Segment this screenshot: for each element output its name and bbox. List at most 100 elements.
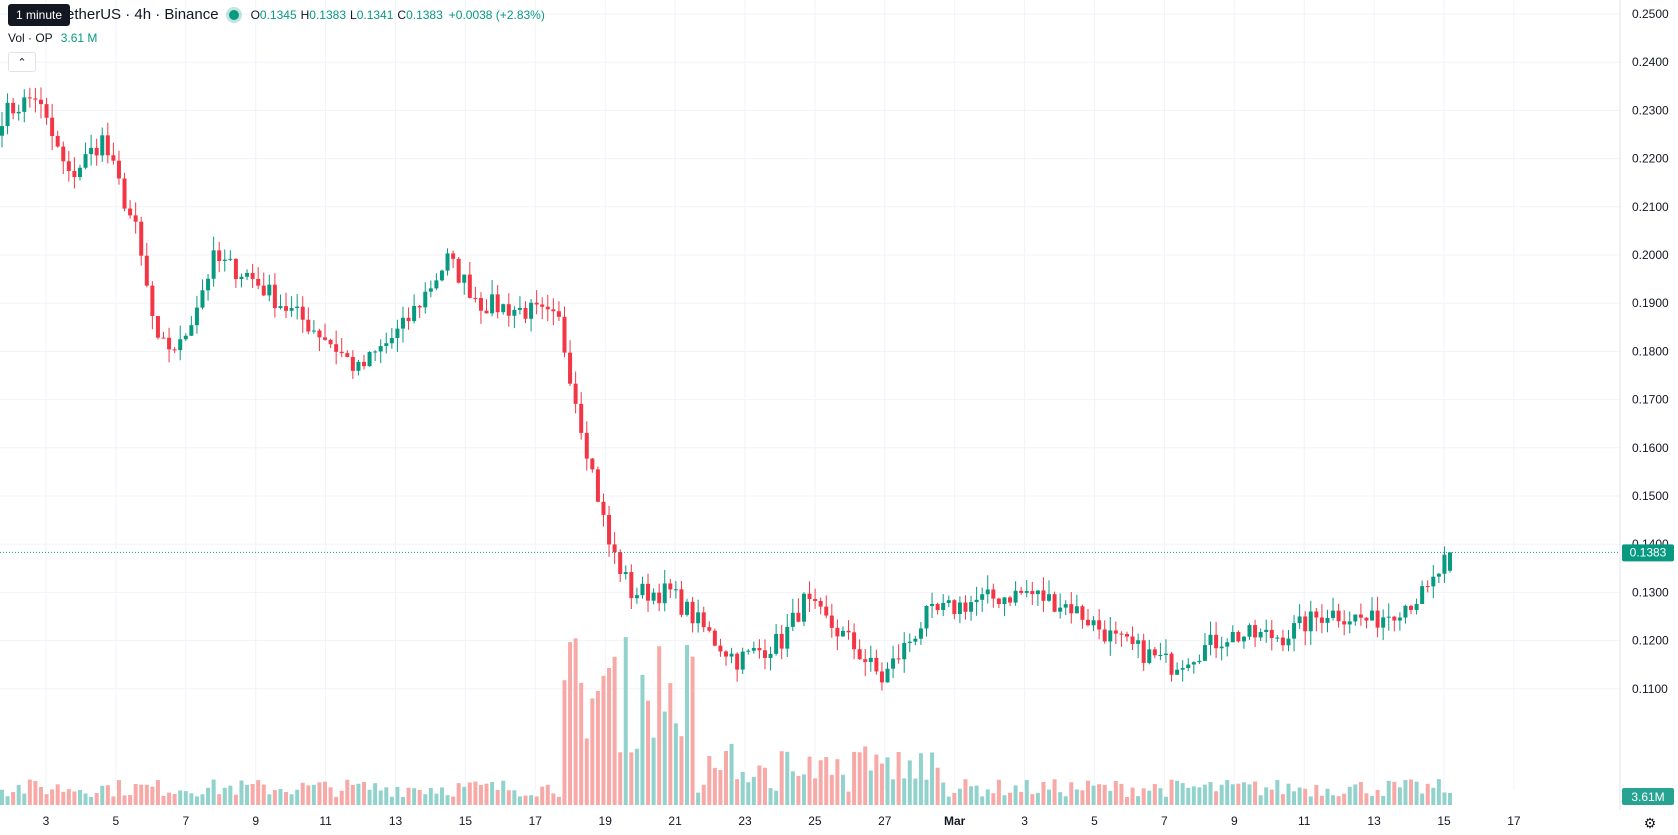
candle-body <box>1186 664 1191 669</box>
symbol-legend[interactable]: etherUS · 4h · Binance O 0.1345 H 0.1383 L… <box>8 6 545 23</box>
volume-bar <box>629 752 634 805</box>
low-value: 0.1341 <box>356 7 394 22</box>
candle-body <box>824 606 829 616</box>
volume-bar <box>22 793 27 805</box>
volume-bar <box>779 751 784 805</box>
candle-body <box>1342 621 1347 625</box>
volume-legend[interactable]: Vol · OP 3.61 M <box>8 31 97 45</box>
price-tick-label: 0.1500 <box>1632 489 1669 503</box>
volume-bar <box>690 656 695 805</box>
candle-body <box>601 501 606 515</box>
candle-body <box>668 583 673 590</box>
candle-body <box>55 135 60 147</box>
volume-bar <box>1035 792 1040 805</box>
time-tick-label: 3 <box>1021 814 1028 828</box>
volume-bar <box>930 752 935 805</box>
volume-bar <box>1158 788 1163 805</box>
volume-bar <box>11 792 16 805</box>
candle-body <box>417 305 422 308</box>
volume-bar <box>1297 787 1302 805</box>
volume-bar <box>1392 781 1397 805</box>
volume-bar <box>128 795 133 805</box>
volume-bar <box>206 787 211 805</box>
volume-bar <box>1214 791 1219 805</box>
volume-bar <box>1258 795 1263 805</box>
candle-body <box>1113 630 1118 634</box>
candle-body <box>779 633 784 649</box>
chart-settings-icon[interactable]: ⚙ <box>1643 815 1657 831</box>
candle-body <box>534 302 539 305</box>
candle-body <box>529 302 534 319</box>
volume-bar <box>55 784 60 805</box>
volume-bar <box>473 781 478 805</box>
candle-body <box>395 328 400 339</box>
candle-body <box>27 97 32 99</box>
volume-bar <box>651 737 656 805</box>
volume-bar <box>362 782 366 805</box>
volume-bar <box>885 757 890 805</box>
volume-bar <box>183 791 188 805</box>
volume-bar <box>1074 789 1079 805</box>
candle-body <box>1080 606 1085 620</box>
volume-bar <box>1364 793 1369 805</box>
candle-body <box>317 330 322 338</box>
candle-body <box>879 671 884 683</box>
volume-bar <box>1047 789 1052 805</box>
volume-bar <box>150 786 155 805</box>
volume-bar <box>478 784 483 805</box>
volume-bar <box>389 796 394 805</box>
volume-bar <box>16 785 21 805</box>
volume-bar <box>239 780 244 805</box>
candle-body <box>646 583 651 601</box>
candle-body <box>1197 660 1202 663</box>
candle-body <box>1136 640 1141 644</box>
volume-bar <box>328 787 333 805</box>
collapse-legend-button[interactable]: ⌃ <box>8 52 36 72</box>
candle-body <box>1219 646 1224 649</box>
candle-body <box>1163 653 1168 656</box>
volume-bar <box>612 656 617 805</box>
volume-bar <box>657 646 662 805</box>
volume-bar <box>517 796 522 805</box>
candle-body <box>1230 631 1235 643</box>
time-tick-label: 3 <box>43 814 50 828</box>
candle-body <box>61 146 66 162</box>
volume-bar <box>774 790 779 805</box>
candle-body <box>891 658 896 669</box>
volume-bar <box>868 770 873 805</box>
volume-bar <box>1303 788 1308 805</box>
candle-body <box>946 600 951 604</box>
volume-badge: 3.61M <box>1622 788 1674 805</box>
candle-body <box>523 307 528 319</box>
candle-body <box>885 668 890 683</box>
volume-axis-label: 3.61M <box>1631 790 1664 804</box>
candle-body <box>306 319 311 332</box>
candle-body <box>1191 662 1196 665</box>
candle-body <box>284 306 289 311</box>
volume-bar <box>1397 787 1402 805</box>
time-tick-label: 5 <box>1091 814 1098 828</box>
volume-bar <box>796 775 801 805</box>
volume-bar <box>89 796 94 805</box>
candle-body <box>311 330 316 332</box>
candle-body <box>389 338 394 344</box>
volume-bar <box>395 786 400 805</box>
volume-bar <box>428 788 433 805</box>
volume-bar <box>1113 780 1118 805</box>
candle-body <box>1052 594 1057 612</box>
price-tick-label: 0.2300 <box>1632 103 1669 117</box>
price-axis: 0.2500 0.2400 0.2300 0.2200 0.2100 0.2000 0.19… <box>1632 7 1669 696</box>
candle-body <box>712 630 717 646</box>
volume-bar <box>785 751 790 805</box>
volume-bar <box>1208 782 1213 805</box>
volume-bar <box>1030 794 1035 805</box>
volume-bar <box>735 779 740 805</box>
candle-body <box>250 272 255 279</box>
candle-body <box>1058 607 1063 612</box>
volume-bar <box>367 789 372 805</box>
candle-body <box>707 627 712 631</box>
volume-bar <box>980 796 985 805</box>
symbol-title[interactable]: etherUS · 4h · Binance <box>66 6 219 23</box>
volume-bar <box>306 785 311 805</box>
